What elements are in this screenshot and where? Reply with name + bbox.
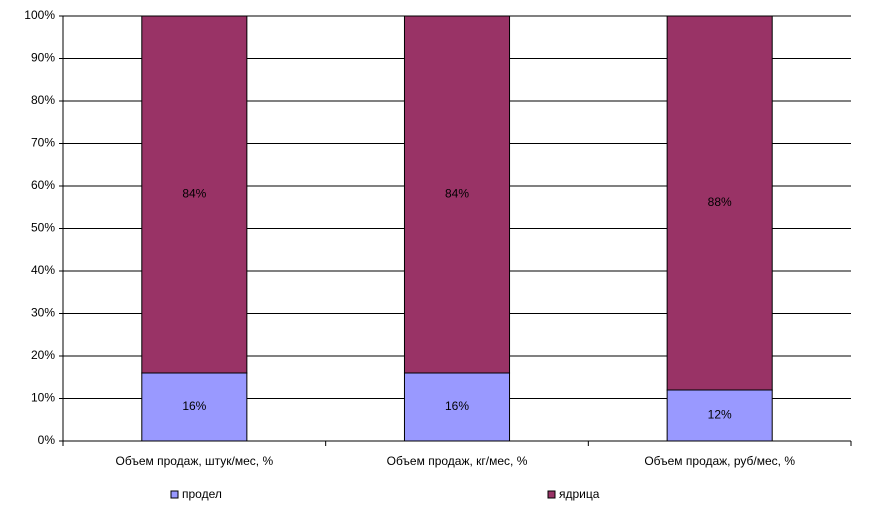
y-tick-label: 70% [31, 136, 55, 150]
y-tick-label: 10% [31, 391, 55, 405]
y-tick-label: 100% [24, 8, 55, 22]
bar-segment [403, 15, 511, 374]
data-label: 88% [708, 195, 732, 209]
x-tick-label: Объем продаж, руб/мес, % [644, 454, 795, 468]
bar-segment [666, 389, 773, 442]
data-label: 16% [445, 399, 469, 413]
legend-swatch [547, 490, 556, 499]
data-label: 84% [445, 187, 469, 201]
y-tick-label: 80% [31, 93, 55, 107]
data-label: 84% [182, 187, 206, 201]
y-tick-label: 40% [31, 263, 55, 277]
bar-segment [666, 15, 773, 391]
legend-label: продел [182, 487, 222, 501]
x-tick-label: Объем продаж, кг/мес, % [387, 454, 528, 468]
legend-swatch [170, 490, 179, 499]
y-tick-label: 90% [31, 51, 55, 65]
y-tick-label: 20% [31, 348, 55, 362]
bar-segment [141, 372, 248, 442]
y-tick-label: 0% [38, 433, 56, 447]
bar-segment [141, 15, 248, 374]
y-tick-label: 50% [31, 221, 55, 235]
data-label: 16% [182, 399, 206, 413]
legend-label: ядрица [559, 487, 600, 501]
data-label: 12% [708, 408, 732, 422]
y-tick-label: 60% [31, 178, 55, 192]
bar-segment [403, 372, 511, 442]
x-tick-label: Объем продаж, штук/мес, % [116, 454, 274, 468]
y-tick-label: 30% [31, 306, 55, 320]
